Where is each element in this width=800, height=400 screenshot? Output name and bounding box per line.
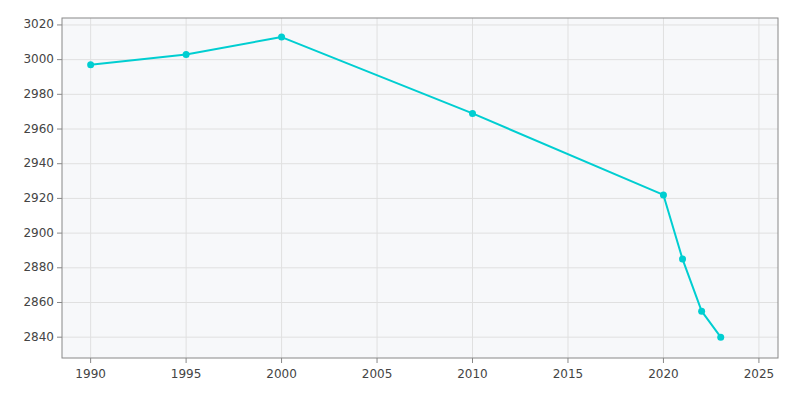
y-tick xyxy=(57,198,62,199)
y-tick xyxy=(57,337,62,338)
y-grid-line xyxy=(62,129,778,130)
y-tick-label: 3000 xyxy=(23,52,54,66)
x-tick-label: 1990 xyxy=(75,367,106,381)
y-grid-line xyxy=(62,24,778,25)
x-grid-line xyxy=(567,18,568,358)
point xyxy=(660,191,667,198)
point xyxy=(469,110,476,117)
point xyxy=(278,34,285,41)
x-grid-line xyxy=(472,18,473,358)
y-tick-label: 2980 xyxy=(23,87,54,101)
y-tick xyxy=(57,302,62,303)
x-grid-line xyxy=(90,18,91,358)
y-tick-label: 2840 xyxy=(23,330,54,344)
y-tick-label: 2880 xyxy=(23,260,54,274)
point xyxy=(679,256,686,263)
point xyxy=(87,61,94,68)
y-tick xyxy=(57,59,62,60)
y-tick-label: 2920 xyxy=(23,191,54,205)
x-tick-label: 2000 xyxy=(266,367,297,381)
x-grid-line xyxy=(186,18,187,358)
x-tick xyxy=(758,358,759,363)
y-grid-line xyxy=(62,337,778,338)
y-tick-label: 2960 xyxy=(23,122,54,136)
x-tick xyxy=(663,358,664,363)
x-grid-line xyxy=(281,18,282,358)
chart-svg: 2840 2860 2880 2900 2920 2940 2960 2980 3000 3020… xyxy=(0,0,800,400)
x-tick xyxy=(186,358,187,363)
y-tick xyxy=(57,24,62,25)
y-grid-line xyxy=(62,233,778,234)
plot-frame xyxy=(62,18,778,358)
y-grid-line xyxy=(62,59,778,60)
x-tick xyxy=(567,358,568,363)
y-tick-label: 3020 xyxy=(23,17,54,31)
x-tick xyxy=(472,358,473,363)
y-grid-line xyxy=(62,267,778,268)
y-tick xyxy=(57,94,62,95)
y-tick-label: 2860 xyxy=(23,295,54,309)
x-tick-label: 2015 xyxy=(553,367,584,381)
y-tick xyxy=(57,163,62,164)
x-tick-label: 2010 xyxy=(457,367,488,381)
chart-container: 2840 2860 2880 2900 2920 2940 2960 2980 3000 3020… xyxy=(0,0,800,400)
y-tick-label: 2940 xyxy=(23,156,54,170)
x-tick-label: 2025 xyxy=(744,367,775,381)
x-grid-line xyxy=(663,18,664,358)
x-tick xyxy=(377,358,378,363)
x-tick xyxy=(281,358,282,363)
point xyxy=(183,51,190,58)
axes: 2840 2860 2880 2900 2920 2940 2960 2980 3000 3020… xyxy=(23,17,774,381)
x-tick-label: 1995 xyxy=(171,367,202,381)
plot-background xyxy=(62,18,778,358)
y-tick-label: 2900 xyxy=(23,226,54,240)
grid xyxy=(62,18,778,358)
x-tick xyxy=(90,358,91,363)
x-grid-line xyxy=(758,18,759,358)
y-tick xyxy=(57,267,62,268)
point xyxy=(717,334,724,341)
series xyxy=(87,34,724,341)
y-tick xyxy=(57,233,62,234)
y-grid-line xyxy=(62,94,778,95)
y-grid-line xyxy=(62,198,778,199)
x-tick-label: 2005 xyxy=(362,367,393,381)
y-grid-line xyxy=(62,163,778,164)
y-tick xyxy=(57,129,62,130)
x-grid-line xyxy=(377,18,378,358)
point xyxy=(698,308,705,315)
line xyxy=(91,37,721,337)
x-tick-label: 2020 xyxy=(648,367,679,381)
y-grid-line xyxy=(62,302,778,303)
